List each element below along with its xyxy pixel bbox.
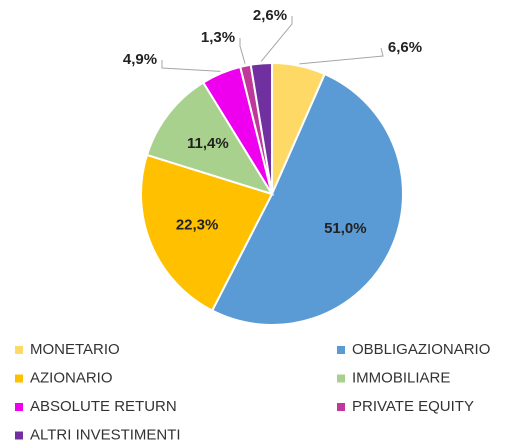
pie-slice (145, 81, 275, 196)
legend-label: ALTRI INVESTIMENTI (30, 426, 181, 443)
data-label: 11,4% (187, 135, 229, 152)
legend-label: PRIVATE EQUITY (352, 398, 474, 415)
legend-label: MONETARIO (30, 341, 120, 358)
legend-swatch (337, 346, 345, 354)
legend-label: IMMOBILIARE (352, 369, 450, 386)
pie-slice (249, 61, 273, 195)
legend-swatch (15, 346, 23, 354)
leader-line (299, 47, 384, 65)
pie-slice (210, 72, 404, 326)
data-label: 1,3% (201, 29, 235, 46)
leader-line (161, 60, 221, 72)
legend-label: OBBLIGAZIONARIO (352, 341, 490, 358)
data-label: 51,0% (324, 220, 367, 237)
data-label: 4,9% (123, 51, 157, 68)
data-label: 22,3% (176, 216, 219, 233)
legend-swatch (337, 374, 345, 383)
legend-swatch (15, 403, 23, 411)
legend-swatch (15, 431, 23, 440)
legend-swatch (15, 374, 23, 383)
legend-swatch (337, 403, 345, 411)
legend-label: AZIONARIO (30, 369, 113, 386)
leader-line (239, 38, 246, 64)
legend-label: ABSOLUTE RETURN (30, 398, 177, 415)
pie-slice (140, 153, 274, 312)
leader-line (260, 16, 293, 62)
data-label: 2,6% (253, 7, 287, 24)
data-label: 6,6% (388, 39, 422, 56)
